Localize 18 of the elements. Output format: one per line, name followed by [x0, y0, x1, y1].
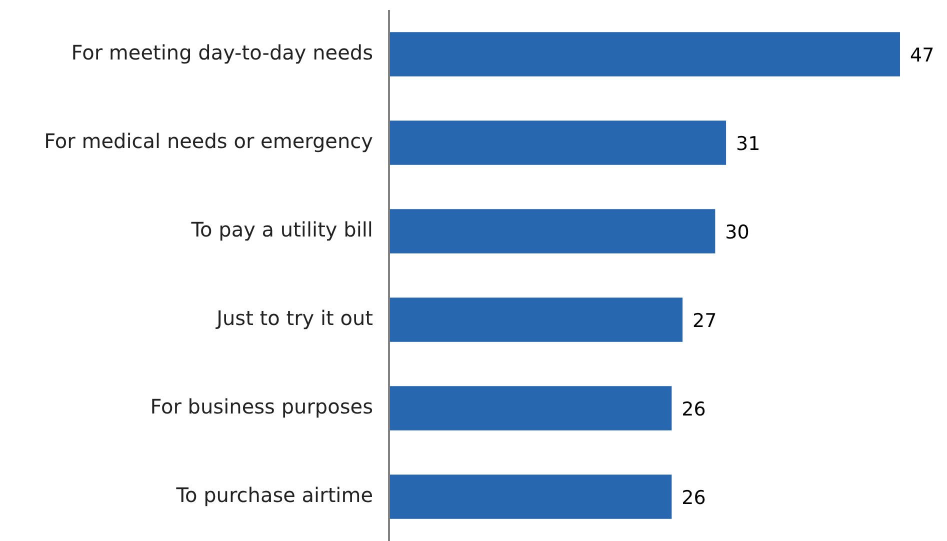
bar — [389, 120, 726, 165]
y-tick-label: To purchase airtime — [175, 483, 373, 508]
y-tick-label: Just to try it out — [214, 306, 374, 330]
bar — [389, 386, 672, 430]
y-tick-label: To pay a utility bill — [190, 218, 373, 242]
data-label: 30 — [725, 221, 750, 244]
data-label: 26 — [682, 486, 706, 509]
bar — [389, 209, 716, 254]
y-tick-label: For meeting day-to-day needs — [71, 40, 373, 65]
bar — [389, 298, 683, 342]
data-label: 26 — [682, 398, 706, 420]
data-label: 47 — [910, 44, 934, 66]
y-tick-label: For medical needs or emergency — [44, 129, 374, 154]
y-tick-label: For business purposes — [150, 394, 373, 419]
bar — [389, 474, 672, 519]
data-label: 31 — [736, 132, 760, 155]
bar — [389, 32, 900, 76]
data-label: 27 — [692, 310, 717, 332]
